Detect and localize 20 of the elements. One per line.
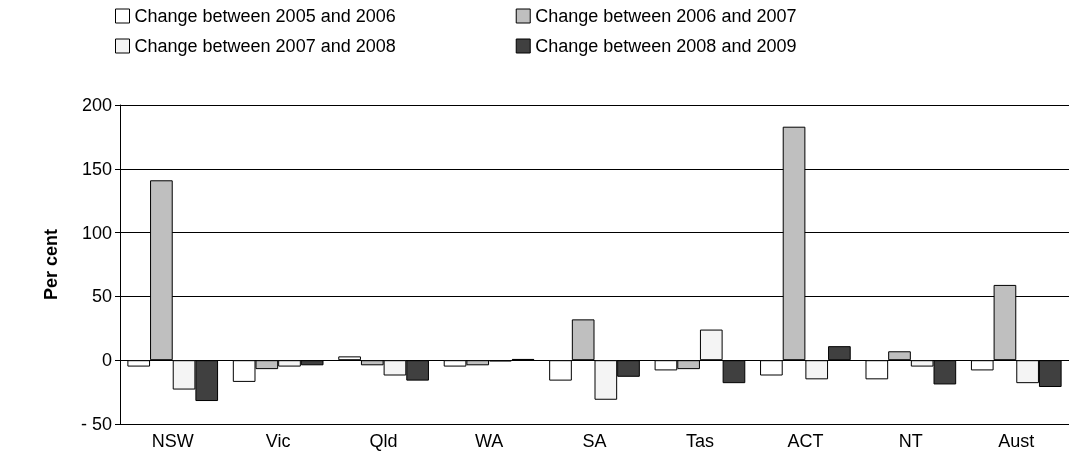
legend-label: Change between 2007 and 2008 — [134, 36, 396, 56]
legend-label: Change between 2005 and 2006 — [134, 6, 396, 26]
x-tick-label: NT — [898, 431, 923, 451]
y-tick-label: - 50 — [80, 414, 112, 434]
x-tick-label: SA — [582, 431, 607, 451]
legend-label: Change between 2008 and 2009 — [535, 36, 797, 56]
y-tick-label: 50 — [91, 286, 112, 307]
y-tick-label: 150 — [81, 158, 112, 179]
y-tick-label: 0 — [101, 350, 112, 371]
y-tick-label: 100 — [81, 222, 112, 243]
x-tick-label: Qld — [369, 431, 398, 451]
x-tick-label: NSW — [151, 431, 194, 451]
x-tick-label: Tas — [685, 431, 714, 451]
legend-label: Change between 2006 and 2007 — [535, 6, 797, 26]
x-tick-label: WA — [474, 431, 504, 451]
y-tick-label: 200 — [81, 95, 112, 115]
y-axis-title: Per cent — [41, 228, 61, 301]
x-tick-label: Vic — [265, 431, 291, 451]
x-tick-label: Aust — [998, 431, 1035, 451]
x-tick-label: ACT — [787, 431, 824, 451]
